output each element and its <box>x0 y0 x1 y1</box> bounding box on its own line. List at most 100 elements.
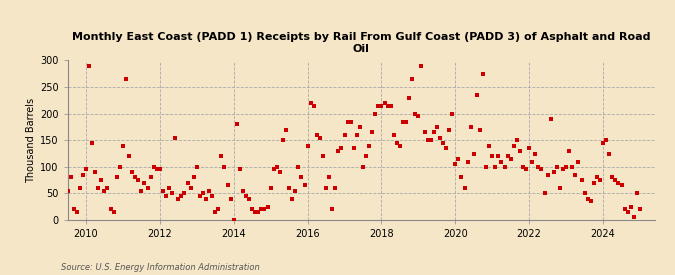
Point <box>68 207 79 211</box>
Point <box>382 103 393 108</box>
Point <box>321 186 331 190</box>
Point <box>127 170 138 174</box>
Point <box>124 154 134 158</box>
Point <box>228 218 239 222</box>
Point <box>330 186 341 190</box>
Point <box>564 149 574 153</box>
Point <box>339 133 350 137</box>
Point <box>240 194 251 198</box>
Point <box>198 191 209 196</box>
Point <box>253 210 264 214</box>
Point <box>385 103 396 108</box>
Point <box>441 146 452 150</box>
Point <box>293 165 304 169</box>
Point <box>90 170 101 174</box>
Point <box>514 149 525 153</box>
Point <box>527 159 538 164</box>
Point <box>80 167 91 172</box>
Point <box>542 173 553 177</box>
Point <box>78 173 88 177</box>
Point <box>65 175 76 180</box>
Point <box>370 111 381 116</box>
Point <box>628 215 639 219</box>
Point <box>471 93 482 97</box>
Point <box>437 141 448 145</box>
Point <box>225 197 236 201</box>
Point <box>99 189 110 193</box>
Point <box>327 207 338 211</box>
Point <box>561 165 572 169</box>
Point <box>468 151 479 156</box>
Point <box>533 165 544 169</box>
Point <box>315 135 325 140</box>
Point <box>583 197 593 201</box>
Point <box>182 181 193 185</box>
Point <box>551 165 562 169</box>
Point <box>302 143 313 148</box>
Point <box>336 146 347 150</box>
Point <box>601 138 612 142</box>
Point <box>401 119 412 124</box>
Point <box>170 135 181 140</box>
Point <box>121 77 132 81</box>
Point <box>108 210 119 214</box>
Point <box>290 189 300 193</box>
Point <box>508 143 519 148</box>
Point <box>407 77 418 81</box>
Point <box>86 141 97 145</box>
Point <box>555 186 566 190</box>
Point <box>167 191 178 196</box>
Point <box>447 111 458 116</box>
Point <box>139 181 150 185</box>
Point <box>346 119 356 124</box>
Point <box>376 103 387 108</box>
Point <box>443 127 454 132</box>
Point <box>277 138 288 142</box>
Point <box>256 207 267 211</box>
Point <box>360 154 371 158</box>
Point <box>96 178 107 182</box>
Point <box>518 165 529 169</box>
Point <box>450 162 461 166</box>
Point <box>567 165 578 169</box>
Point <box>429 130 439 134</box>
Point <box>558 167 568 172</box>
Point <box>348 146 359 150</box>
Point <box>145 175 156 180</box>
Point <box>163 186 174 190</box>
Point <box>632 191 643 196</box>
Point <box>398 119 408 124</box>
Point <box>520 167 531 172</box>
Point <box>284 186 294 190</box>
Point <box>416 64 427 68</box>
Point <box>275 170 286 174</box>
Point <box>299 183 310 188</box>
Point <box>493 154 504 158</box>
Point <box>539 191 550 196</box>
Point <box>352 133 362 137</box>
Point <box>591 175 602 180</box>
Point <box>161 194 171 198</box>
Point <box>570 173 580 177</box>
Point <box>490 165 501 169</box>
Point <box>616 183 627 188</box>
Point <box>192 165 202 169</box>
Point <box>404 95 414 100</box>
Point <box>604 151 615 156</box>
Point <box>93 186 104 190</box>
Point <box>222 183 233 188</box>
Point <box>176 194 187 198</box>
Point <box>379 101 390 105</box>
Point <box>59 178 70 182</box>
Point <box>271 165 282 169</box>
Point <box>317 154 328 158</box>
Point <box>419 130 430 134</box>
Point <box>179 191 190 196</box>
Point <box>117 143 128 148</box>
Point <box>456 175 467 180</box>
Point <box>324 175 335 180</box>
Point <box>459 186 470 190</box>
Point <box>487 154 497 158</box>
Point <box>394 143 405 148</box>
Point <box>216 154 227 158</box>
